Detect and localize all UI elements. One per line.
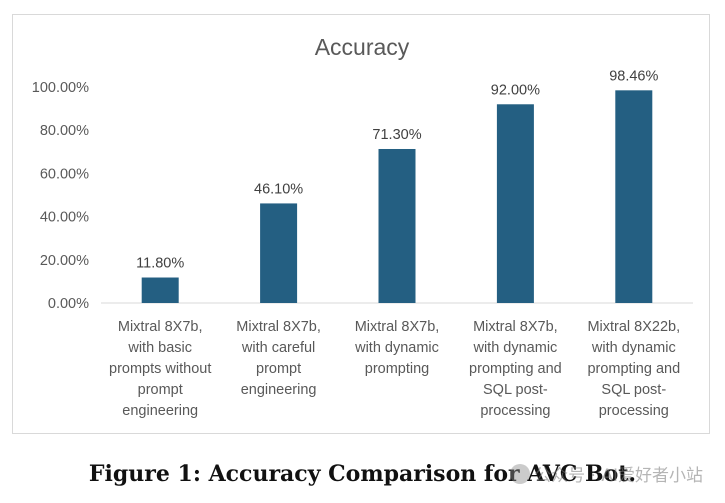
data-label: 92.00% — [491, 82, 540, 98]
chart-frame: Accuracy 0.00% 20.00% 40.00% 60.00% 80.00% 100… — [12, 14, 710, 434]
bar — [260, 203, 298, 303]
bar — [141, 277, 179, 303]
x-category-label: Mixtral 8X7b, — [236, 319, 321, 335]
x-category-label: prompt — [256, 361, 301, 377]
watermark: 公众号 · AI爱好者小站 — [510, 461, 703, 486]
y-tick-label: 80.00% — [40, 123, 89, 139]
x-category-label: with basic — [127, 340, 192, 356]
x-category-label: SQL post- — [483, 382, 548, 398]
watermark-text: 公众号 · AI爱好者小站 — [534, 466, 703, 486]
x-category-label: processing — [480, 403, 550, 419]
x-category-label: prompting and — [587, 361, 680, 377]
x-category-label: prompts without — [109, 361, 211, 377]
data-label: 71.30% — [372, 127, 421, 143]
bar — [378, 148, 416, 303]
x-category-label: processing — [599, 403, 669, 419]
x-category-label: with dynamic — [591, 340, 676, 356]
x-category-label: with careful — [241, 340, 315, 356]
x-category-label: prompting — [365, 361, 429, 377]
x-category-label: Mixtral 8X7b, — [355, 319, 440, 335]
data-label: 98.46% — [609, 68, 658, 84]
data-label: 11.80% — [136, 256, 184, 272]
x-category-label: with dynamic — [354, 340, 439, 356]
accuracy-bar-chart: Accuracy 0.00% 20.00% 40.00% 60.00% 80.00% 100… — [32, 34, 693, 419]
x-category-label: Mixtral 8X7b, — [118, 319, 203, 335]
x-category-label: engineering — [241, 382, 317, 398]
x-category-label: Mixtral 8X7b, — [473, 319, 558, 335]
x-category-label: engineering — [122, 403, 198, 419]
wechat-icon — [510, 463, 531, 484]
data-label: 46.10% — [254, 181, 303, 197]
y-tick-label: 100.00% — [32, 80, 89, 96]
x-category-label: SQL post- — [601, 382, 666, 398]
y-tick-label: 20.00% — [40, 253, 89, 269]
x-category-label: Mixtral 8X22b, — [587, 319, 680, 335]
figure-caption: Figure 1: Accuracy Comparison for AVC Bo… — [88, 461, 637, 487]
x-category-label: prompt — [138, 382, 183, 398]
bar — [496, 104, 534, 303]
chart-title: Accuracy — [315, 34, 410, 60]
x-category-label: prompting and — [469, 361, 562, 377]
y-tick-label: 60.00% — [40, 166, 89, 182]
bar — [615, 90, 653, 303]
y-tick-label: 40.00% — [40, 210, 89, 226]
y-tick-label: 0.00% — [48, 296, 89, 312]
x-category-label: with dynamic — [472, 340, 557, 356]
